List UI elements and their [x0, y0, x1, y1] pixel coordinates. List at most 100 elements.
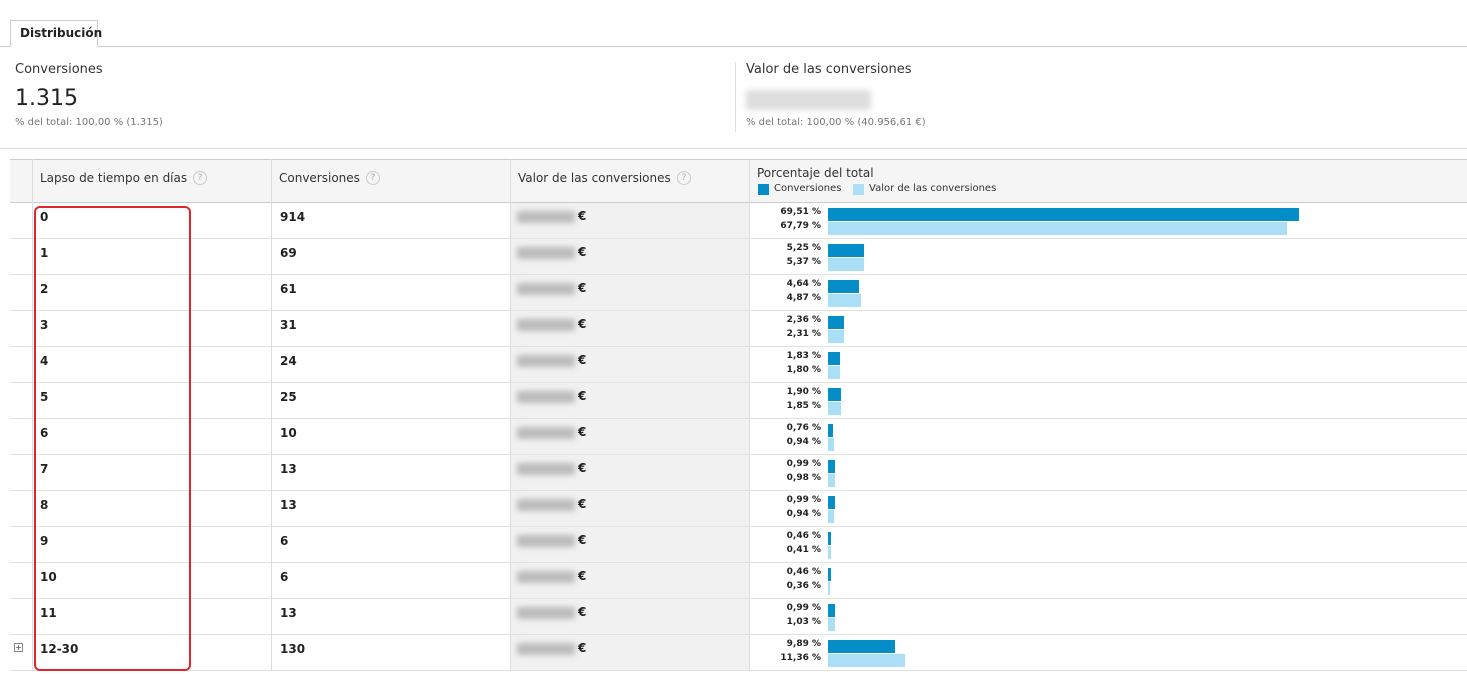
currency: € — [578, 533, 587, 547]
blurred-cell — [517, 355, 575, 367]
conv-pct-label: 4,64 % — [786, 279, 821, 289]
conv-bar — [828, 424, 834, 437]
conv-bar — [828, 568, 832, 581]
summary-note: % del total: 100,00 % (40.956,61 €) — [746, 117, 926, 128]
row-conversions: 24 — [280, 354, 297, 368]
currency: € — [578, 425, 587, 439]
summary-divider — [735, 62, 736, 132]
row-line — [10, 490, 1467, 491]
column-header[interactable]: Valor de las conversiones — [518, 171, 671, 185]
value-pct-label: 4,87 % — [786, 293, 821, 303]
conv-pct-label: 69,51 % — [780, 207, 821, 217]
column-header[interactable]: Lapso de tiempo en días — [40, 171, 188, 185]
currency: € — [578, 281, 587, 295]
conv-bar — [828, 244, 864, 257]
conv-pct-label: 0,46 % — [786, 531, 821, 541]
row-line — [10, 670, 1467, 671]
row-conversions: 914 — [280, 210, 306, 224]
blurred-cell — [517, 319, 575, 331]
value-pct-label: 5,37 % — [786, 257, 821, 267]
row-line — [10, 526, 1467, 527]
blurred-cell — [517, 535, 575, 547]
value-bar — [828, 294, 861, 307]
highlight-box — [34, 206, 191, 671]
row-label: 12-30 — [40, 642, 79, 656]
column-header[interactable]: Porcentaje del total — [757, 166, 874, 180]
value-pct-label: 11,36 % — [780, 653, 821, 663]
conv-bar — [828, 388, 841, 401]
value-pct-label: 0,94 % — [786, 509, 821, 519]
blurred-cell — [517, 247, 575, 259]
column-divider — [271, 159, 272, 671]
currency: € — [578, 209, 587, 223]
row-conversions: 6 — [280, 570, 289, 584]
currency: € — [578, 245, 587, 259]
row-label: 11 — [40, 606, 57, 620]
row-line — [10, 382, 1467, 383]
row-label: 5 — [40, 390, 49, 404]
value-bar — [828, 258, 865, 271]
conv-bar — [828, 460, 835, 473]
conv-pct-label: 0,46 % — [786, 567, 821, 577]
value-bar — [828, 510, 835, 523]
legend-label: Valor de las conversiones — [869, 183, 997, 194]
value-pct-label: 2,31 % — [786, 329, 821, 339]
row-line — [10, 274, 1467, 275]
row-label: 9 — [40, 534, 49, 548]
value-pct-label: 67,79 % — [780, 221, 821, 231]
value-bar — [828, 582, 831, 595]
conv-pct-label: 0,99 % — [786, 495, 821, 505]
row-label: 3 — [40, 318, 49, 332]
conv-pct-label: 0,99 % — [786, 459, 821, 469]
table-frame — [10, 159, 1467, 203]
value-pct-label: 0,94 % — [786, 437, 821, 447]
summary-title: Valor de las conversiones — [746, 62, 912, 77]
row-line — [10, 418, 1467, 419]
conv-pct-label: 9,89 % — [786, 639, 821, 649]
conv-pct-label: 2,36 % — [786, 315, 821, 325]
summary-line — [0, 148, 1467, 149]
conv-bar — [828, 496, 835, 509]
legend-swatch — [853, 184, 864, 195]
column-header[interactable]: Conversiones — [279, 171, 360, 185]
blurred-value — [746, 90, 871, 110]
row-line — [10, 346, 1467, 347]
conv-bar — [828, 280, 860, 293]
expand-icon[interactable]: + — [14, 643, 23, 652]
blurred-cell — [517, 463, 575, 475]
legend-swatch — [758, 184, 769, 195]
row-conversions: 13 — [280, 498, 297, 512]
value-pct-label: 1,03 % — [786, 617, 821, 627]
row-label: 10 — [40, 570, 57, 584]
value-pct-label: 1,80 % — [786, 365, 821, 375]
conv-bar — [828, 316, 844, 329]
row-conversions: 25 — [280, 390, 297, 404]
blurred-cell — [517, 607, 575, 619]
help-icon: ? — [193, 171, 207, 185]
value-bar — [828, 222, 1287, 235]
conv-pct-label: 5,25 % — [786, 243, 821, 253]
legend-label: Conversiones — [774, 183, 842, 194]
tab[interactable]: Distribución — [10, 20, 102, 47]
blurred-cell — [517, 499, 575, 511]
currency: € — [578, 317, 587, 331]
conv-bar — [828, 640, 895, 653]
column-divider — [510, 159, 511, 671]
conv-bar — [828, 532, 832, 545]
conv-pct-label: 0,76 % — [786, 423, 821, 433]
row-label: 8 — [40, 498, 49, 512]
row-label: 6 — [40, 426, 49, 440]
blurred-cell — [517, 283, 575, 295]
row-label: 2 — [40, 282, 49, 296]
conv-pct-label: 1,90 % — [786, 387, 821, 397]
row-conversions: 31 — [280, 318, 297, 332]
help-icon: ? — [677, 171, 691, 185]
row-conversions: 6 — [280, 534, 289, 548]
summary-value: 1.315 — [15, 86, 78, 111]
row-label: 1 — [40, 246, 49, 260]
blurred-cell — [517, 571, 575, 583]
summary-note: % del total: 100,00 % (1.315) — [15, 117, 163, 128]
currency: € — [578, 353, 587, 367]
conv-bar — [828, 604, 835, 617]
value-bar — [828, 330, 844, 343]
